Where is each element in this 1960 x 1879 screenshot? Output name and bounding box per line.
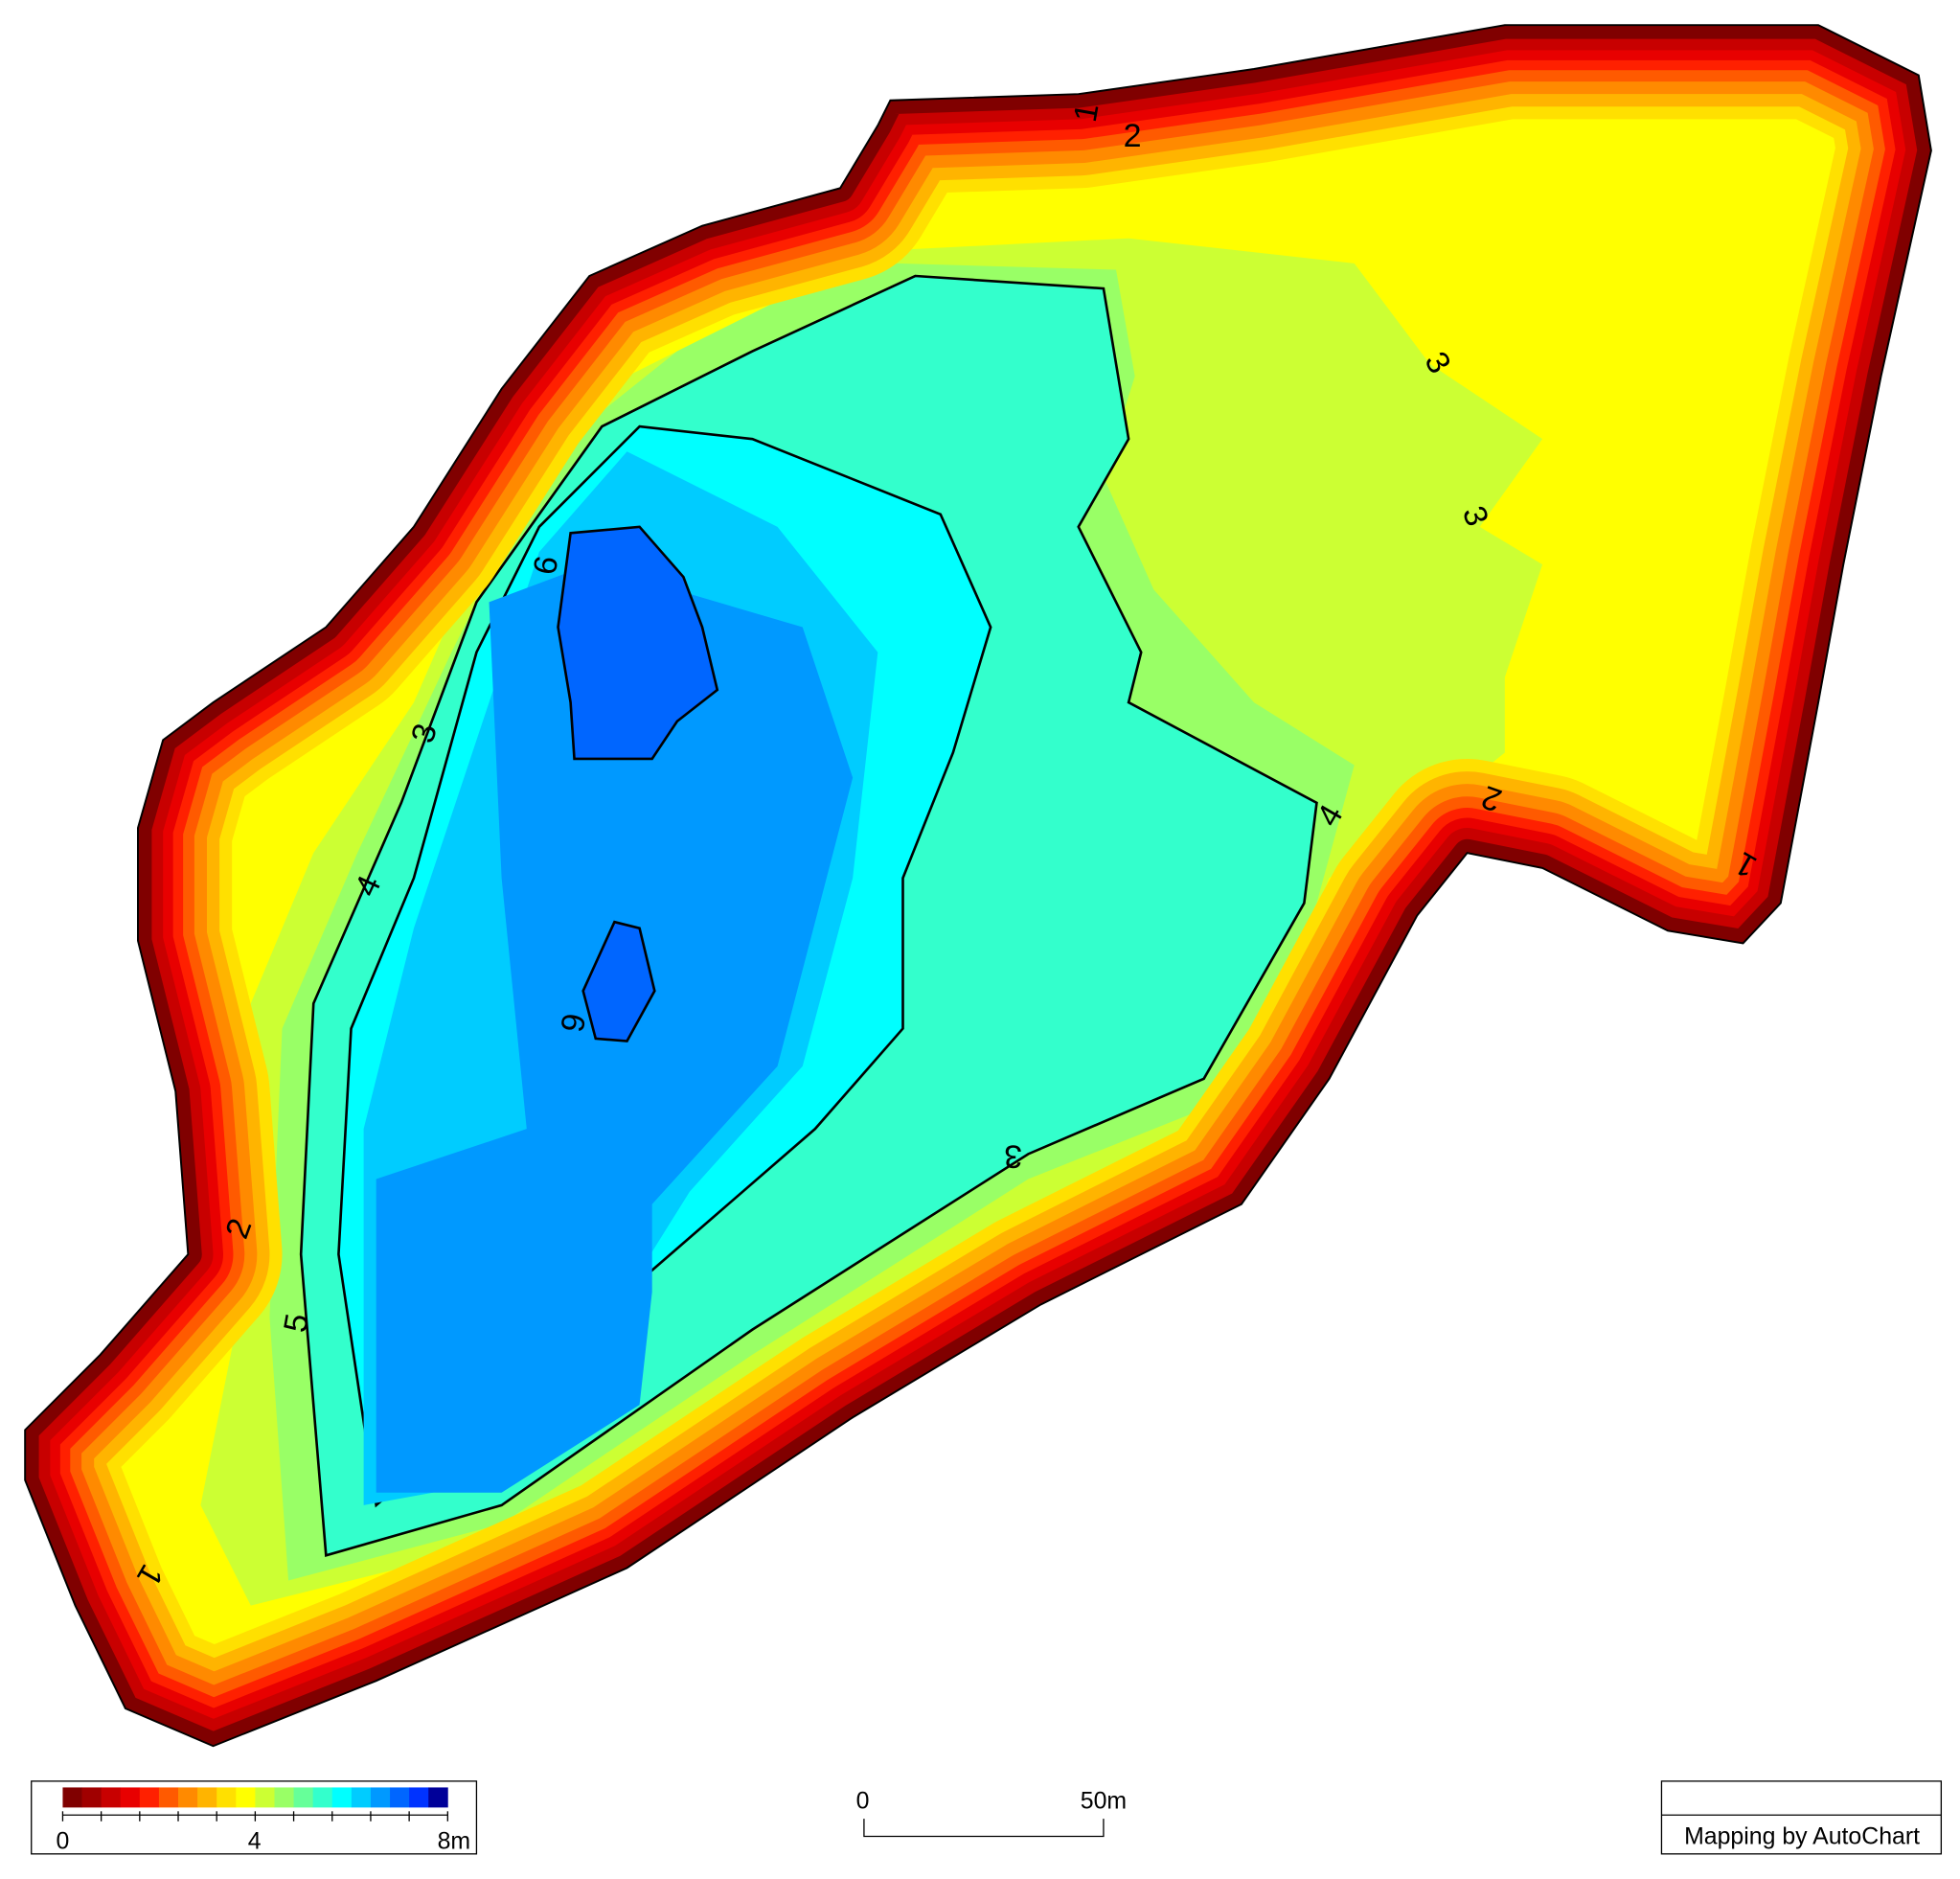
legend-swatch bbox=[197, 1787, 217, 1808]
lake bbox=[25, 25, 1931, 1747]
legend-swatch bbox=[217, 1787, 237, 1808]
legend-swatch bbox=[351, 1787, 372, 1808]
legend-swatch bbox=[62, 1787, 82, 1808]
legend-swatch bbox=[158, 1787, 179, 1808]
legend-swatch bbox=[331, 1787, 353, 1808]
credit-box bbox=[1660, 1780, 1943, 1855]
scale-line bbox=[863, 1819, 1105, 1838]
legend: 0 4 8m bbox=[31, 1780, 478, 1855]
contour-label: 3 bbox=[1004, 1137, 1022, 1174]
credit-text: Mapping by AutoChart bbox=[1684, 1822, 1920, 1849]
legend-ticks bbox=[61, 1811, 448, 1822]
legend-swatches bbox=[62, 1787, 448, 1808]
legend-label: 4 bbox=[248, 1828, 262, 1855]
contour-label: 2 bbox=[1124, 118, 1142, 154]
legend-label: 8m bbox=[438, 1828, 471, 1855]
legend-swatch bbox=[236, 1787, 256, 1808]
legend-swatch bbox=[312, 1787, 333, 1808]
scale-label: 50m bbox=[1081, 1788, 1127, 1815]
legend-swatch bbox=[428, 1787, 448, 1808]
legend-swatch bbox=[293, 1787, 314, 1808]
legend-swatch bbox=[81, 1787, 103, 1808]
legend-swatch bbox=[139, 1787, 160, 1808]
legend-swatch bbox=[255, 1787, 275, 1808]
legend-swatch bbox=[178, 1787, 198, 1808]
credit: Mapping by AutoChart bbox=[1660, 1780, 1943, 1855]
shoreline bbox=[24, 24, 1932, 1748]
legend-swatch bbox=[120, 1787, 141, 1808]
legend-label: 0 bbox=[57, 1828, 70, 1855]
legend-swatch bbox=[370, 1787, 391, 1808]
legend-swatch bbox=[390, 1787, 410, 1808]
legend-swatch bbox=[101, 1787, 122, 1808]
scale-label: 0 bbox=[856, 1788, 870, 1815]
depth-zone bbox=[581, 920, 656, 1043]
scale-bar: 0 50m bbox=[856, 1788, 1127, 1838]
depth-zone bbox=[557, 525, 719, 761]
legend-swatch bbox=[274, 1787, 294, 1808]
legend-swatch bbox=[409, 1787, 429, 1808]
